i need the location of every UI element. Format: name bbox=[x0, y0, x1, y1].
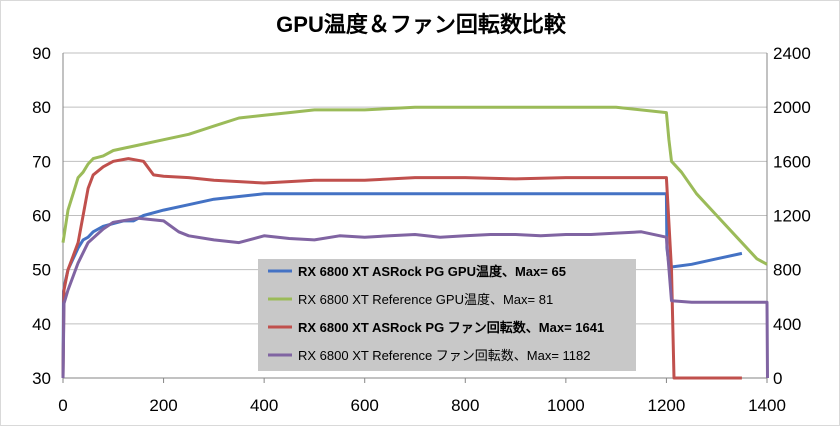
legend-entry-2: RX 6800 XT Reference GPU温度、Max= 81 bbox=[298, 292, 553, 307]
legend: RX 6800 XT ASRock PG GPU温度、Max= 65 RX 680… bbox=[258, 259, 636, 371]
y-right-tick-label: 1200 bbox=[773, 207, 811, 226]
x-tick-label: 0 bbox=[58, 396, 67, 415]
axes: 30 40 50 60 70 80 90 0 400 800 1200 1600 2000 2400 0 20… bbox=[32, 44, 811, 415]
series-line-4 bbox=[61, 216, 769, 379]
x-tick-label: 600 bbox=[351, 396, 379, 415]
y-left-tick-label: 60 bbox=[32, 207, 51, 226]
y-left-tick-label: 80 bbox=[32, 98, 51, 117]
y-left-tick-label: 90 bbox=[32, 44, 51, 63]
x-tick-label: 1400 bbox=[748, 396, 786, 415]
legend-entry-1: RX 6800 XT ASRock PG GPU温度、Max= 65 bbox=[298, 264, 566, 279]
y-right-tick-label: 800 bbox=[773, 261, 801, 280]
y-right-tick-label: 400 bbox=[773, 315, 801, 334]
legend-entry-4: RX 6800 XT Reference ファン回転数、Max= 1182 bbox=[298, 348, 591, 363]
series-line-2 bbox=[61, 105, 768, 266]
legend-box bbox=[258, 259, 636, 371]
y-left-tick-label: 40 bbox=[32, 315, 51, 334]
x-tick-label: 200 bbox=[149, 396, 177, 415]
legend-entry-3: RX 6800 XT ASRock PG ファン回転数、Max= 1641 bbox=[298, 320, 604, 335]
y-right-tick-label: 1600 bbox=[773, 152, 811, 171]
y-right-tick-label: 2400 bbox=[773, 44, 811, 63]
x-tick-label: 800 bbox=[451, 396, 479, 415]
y-right-tick-label: 2000 bbox=[773, 98, 811, 117]
chart-title: GPU温度＆ファン回転数比較 bbox=[276, 12, 567, 37]
series-line-3 bbox=[61, 157, 742, 380]
y-right-tick-label: 0 bbox=[773, 369, 782, 388]
series-layer bbox=[61, 105, 769, 380]
y-left-tick-label: 70 bbox=[32, 152, 51, 171]
x-tick-label: 400 bbox=[250, 396, 278, 415]
y-left-tick-label: 50 bbox=[32, 261, 51, 280]
x-tick-label: 1000 bbox=[547, 396, 585, 415]
y-left-tick-label: 30 bbox=[32, 369, 51, 388]
x-tick-label: 1200 bbox=[648, 396, 686, 415]
series-line-1 bbox=[61, 192, 743, 379]
